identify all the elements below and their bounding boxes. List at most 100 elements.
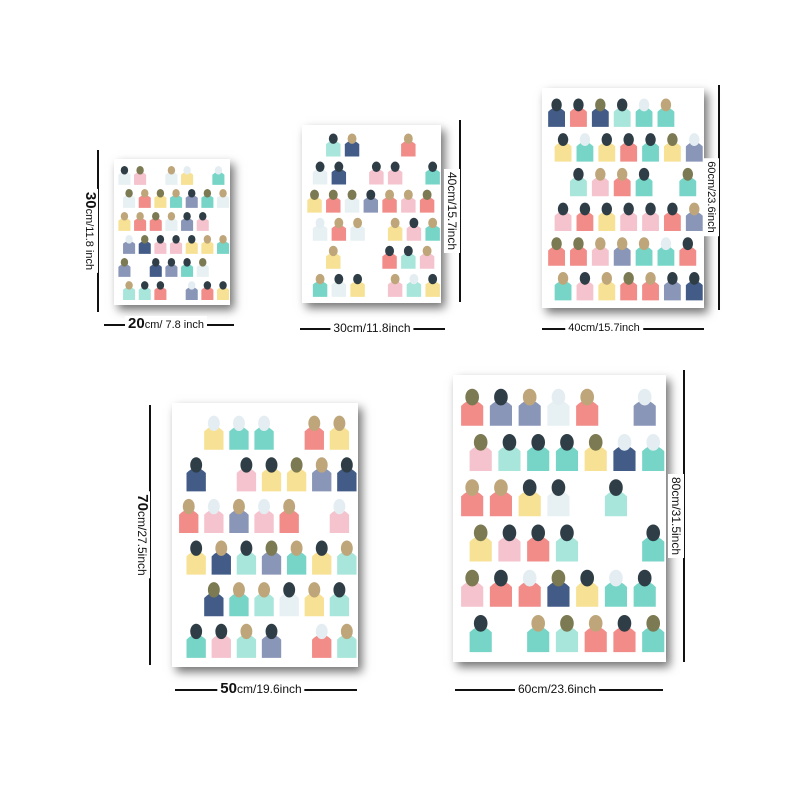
figure-body bbox=[425, 168, 440, 185]
figure-body bbox=[312, 634, 332, 658]
figure-body bbox=[286, 467, 307, 492]
figure-head bbox=[190, 623, 203, 640]
figure-body bbox=[236, 551, 257, 575]
figure-body bbox=[419, 253, 435, 269]
figure-head bbox=[265, 540, 278, 556]
figure-head bbox=[557, 202, 569, 216]
figure-head bbox=[156, 188, 165, 198]
figure-head bbox=[595, 237, 606, 251]
figure-head bbox=[125, 188, 133, 198]
figure-body bbox=[369, 168, 384, 185]
figure-head bbox=[551, 569, 566, 587]
height-unit-label: cm/11.8 inch bbox=[83, 208, 95, 271]
figure-head bbox=[183, 165, 191, 175]
figure-head bbox=[233, 498, 245, 515]
figure-body bbox=[663, 280, 681, 301]
figure-head bbox=[156, 235, 165, 244]
figure-body bbox=[387, 281, 403, 297]
figure-body bbox=[657, 246, 675, 266]
figure-body bbox=[138, 287, 151, 300]
figure-body bbox=[387, 224, 403, 241]
figure-body bbox=[548, 246, 566, 266]
figure-body bbox=[663, 142, 681, 162]
figure-head bbox=[531, 433, 546, 451]
figure-body bbox=[229, 426, 249, 450]
height-dimension-40x60: 60cm/23.6inch bbox=[703, 85, 727, 310]
figure-head bbox=[141, 235, 149, 244]
figure-body bbox=[547, 581, 570, 607]
figure-head bbox=[638, 167, 650, 181]
figure-body bbox=[570, 176, 587, 197]
figure-body bbox=[657, 107, 675, 127]
figure-body bbox=[613, 445, 636, 472]
figure-body bbox=[149, 264, 162, 277]
figure-body bbox=[329, 426, 350, 450]
poster-50x70 bbox=[172, 403, 358, 667]
figure-body bbox=[186, 467, 206, 492]
figure-body bbox=[425, 281, 440, 297]
figure-head bbox=[522, 388, 537, 406]
figure-head bbox=[667, 271, 678, 285]
figure-head bbox=[522, 479, 537, 496]
figure-body bbox=[154, 194, 167, 208]
figure-head bbox=[473, 614, 488, 632]
figure-body bbox=[181, 171, 194, 185]
figure-body bbox=[642, 280, 659, 301]
figure-body bbox=[118, 171, 131, 185]
figure-head bbox=[182, 498, 195, 515]
figure-body bbox=[217, 287, 230, 300]
figure-head bbox=[371, 161, 381, 172]
figure-body bbox=[185, 240, 198, 254]
figure-head bbox=[207, 582, 220, 598]
figure-body bbox=[635, 176, 653, 197]
figure-body bbox=[279, 592, 299, 617]
figure-head bbox=[334, 273, 344, 285]
figure-body bbox=[154, 287, 167, 300]
figure-body bbox=[170, 194, 183, 208]
figure-head bbox=[340, 540, 353, 556]
figure-body bbox=[685, 142, 703, 162]
figure-head bbox=[366, 189, 376, 201]
figure-body bbox=[261, 551, 282, 575]
figure-head bbox=[315, 161, 325, 172]
figure-head bbox=[333, 498, 346, 515]
figure-body bbox=[419, 196, 435, 213]
figure-head bbox=[188, 235, 196, 244]
figure-body bbox=[642, 626, 665, 653]
figure-body bbox=[461, 400, 484, 426]
figure-head bbox=[465, 479, 479, 496]
figure-body bbox=[406, 224, 422, 241]
figure-body bbox=[196, 264, 209, 277]
height-label: 60cm/23.6inch bbox=[703, 158, 719, 236]
figure-head bbox=[473, 524, 488, 542]
figure-body bbox=[326, 253, 341, 269]
figure-body bbox=[350, 224, 365, 241]
figure-body bbox=[635, 107, 653, 127]
height-dimension-20x30: 30cm/11.8 inch bbox=[81, 150, 106, 312]
height-dimension-60x80: 80cm/31.5inch bbox=[668, 370, 692, 662]
figure-head bbox=[660, 98, 672, 112]
figure-head bbox=[385, 245, 395, 257]
figure-body bbox=[547, 400, 570, 426]
figure-body bbox=[304, 426, 324, 450]
figure-body bbox=[134, 171, 147, 185]
figure-head bbox=[315, 540, 328, 556]
figure-head bbox=[409, 273, 419, 285]
figure-body bbox=[584, 626, 607, 653]
figure-body bbox=[642, 445, 665, 472]
figure-body bbox=[642, 536, 665, 562]
figure-body bbox=[331, 168, 347, 185]
figure-body bbox=[217, 240, 230, 254]
figure-body bbox=[382, 253, 397, 269]
figure-body bbox=[165, 264, 178, 277]
figure-head bbox=[141, 281, 149, 290]
figure-head bbox=[573, 98, 584, 112]
figure-head bbox=[428, 273, 438, 285]
figure-body bbox=[613, 246, 631, 266]
figure-head bbox=[522, 569, 537, 587]
figure-body bbox=[685, 280, 703, 301]
figure-head bbox=[125, 281, 133, 290]
figure-body bbox=[179, 509, 199, 533]
width-dimension-60x80: 60cm/23.6inch bbox=[455, 681, 663, 697]
figure-head bbox=[152, 212, 160, 221]
